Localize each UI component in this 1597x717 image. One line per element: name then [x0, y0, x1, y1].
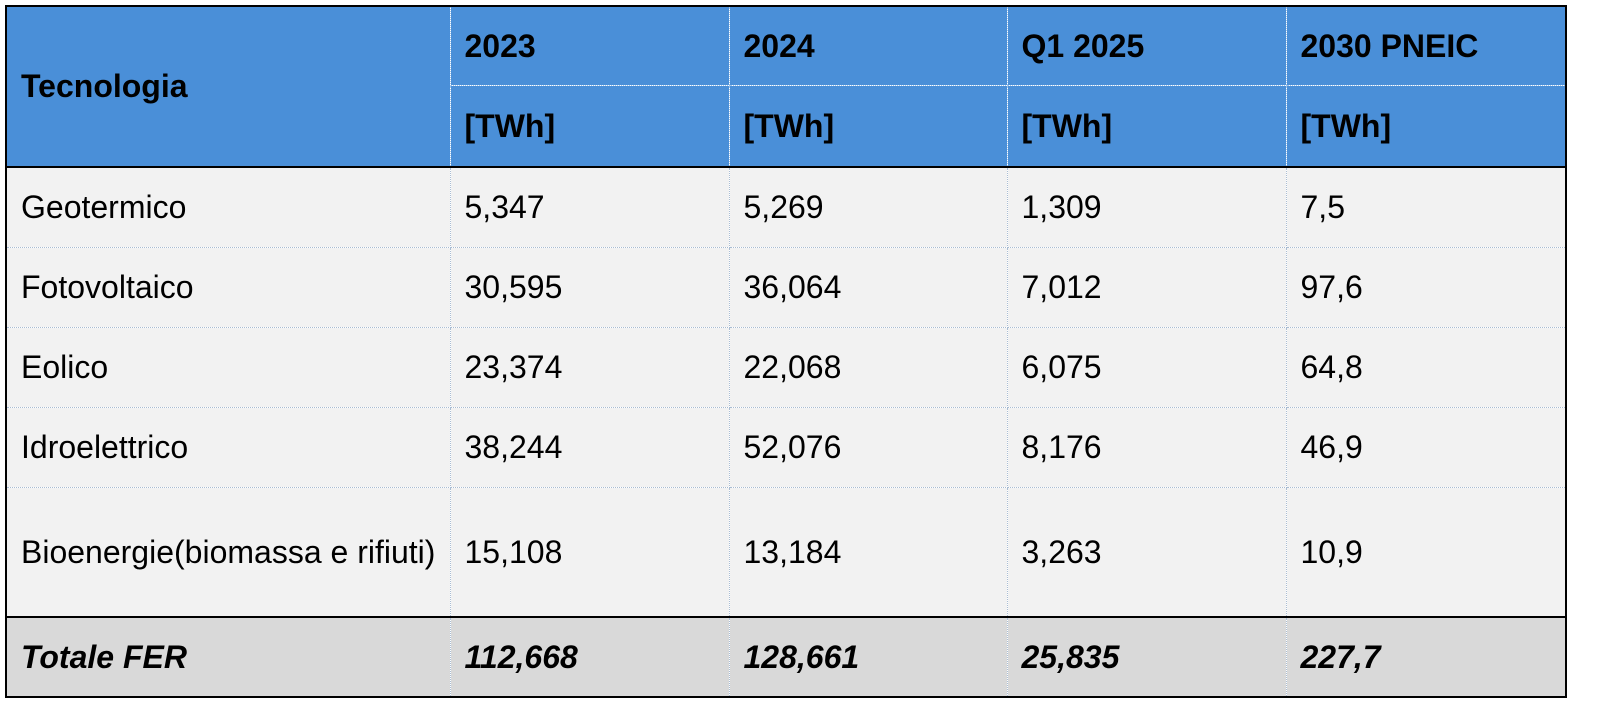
value-cell: 15,108: [449, 487, 730, 618]
technology-name: Eolico: [5, 327, 451, 408]
data-row: Geotermico 5,347 5,269 1,309 7,5: [5, 166, 1567, 248]
value-cell: 7,012: [1006, 247, 1287, 328]
value-cell: 38,244: [449, 407, 730, 488]
value-cell: 46,9: [1285, 407, 1567, 488]
value-cell: 7,5: [1285, 166, 1567, 248]
data-row: Fotovoltaico 30,595 36,064 7,012 97,6: [5, 247, 1567, 328]
value-cell: 64,8: [1285, 327, 1567, 408]
value-cell: 13,184: [728, 487, 1008, 618]
value-cell: 3,263: [1006, 487, 1287, 618]
value-cell: 1,309: [1006, 166, 1287, 248]
total-label: Totale FER: [5, 617, 450, 697]
value-cell: 22,068: [728, 327, 1008, 408]
total-value: 25,835: [1006, 617, 1286, 697]
header-unit: [TWh]: [1006, 85, 1286, 168]
value-cell: 52,076: [728, 407, 1008, 488]
header-cell-year: 2030 PNEIC: [1285, 6, 1566, 86]
value-cell: 5,269: [728, 166, 1008, 248]
technology-name: Bioenergie(biomassa e rifiuti): [5, 487, 451, 618]
header-unit: [TWh]: [728, 85, 1007, 168]
total-value: 128,661: [728, 617, 1007, 697]
data-row: Eolico 23,374 22,068 6,075 64,8: [5, 327, 1567, 408]
total-value: 112,668: [449, 617, 729, 697]
header-cell-year: 2024: [728, 6, 1007, 86]
header-unit: [TWh]: [449, 85, 729, 168]
total-row: Totale FER 112,668 128,661 25,835 227,7: [5, 617, 1566, 697]
data-table: Tecnologia 2023 2024 Q1 2025 2030 PNEIC [TWh]…: [5, 5, 1567, 698]
header-cell-technology: Tecnologia: [6, 6, 450, 168]
value-cell: 8,176: [1006, 407, 1287, 488]
value-cell: 30,595: [449, 247, 730, 328]
technology-name: Fotovoltaico: [5, 247, 451, 328]
value-cell: 10,9: [1285, 487, 1567, 618]
data-row: Bioenergie(biomassa e rifiuti) 15,108 13,1…: [5, 487, 1567, 618]
value-cell: 97,6: [1285, 247, 1567, 328]
header-cell-year: 2023: [449, 6, 729, 86]
value-cell: 6,075: [1006, 327, 1287, 408]
header-cell-year: Q1 2025: [1006, 6, 1286, 86]
header-unit-row: [TWh] [TWh] [TWh] [TWh]: [6, 85, 1566, 168]
header-unit: [TWh]: [1285, 85, 1566, 168]
header-row: Tecnologia 2023 2024 Q1 2025 2030 PNEIC: [6, 6, 1566, 168]
value-cell: 5,347: [449, 166, 730, 248]
value-cell: 23,374: [449, 327, 730, 408]
data-row: Idroelettrico 38,244 52,076 8,176 46,9: [5, 407, 1567, 488]
technology-name: Idroelettrico: [5, 407, 451, 488]
value-cell: 36,064: [728, 247, 1008, 328]
table-body: Tecnologia 2023 2024 Q1 2025 2030 PNEIC [TWh]…: [5, 6, 1567, 697]
total-value: 227,7: [1285, 617, 1566, 697]
technology-name: Geotermico: [5, 166, 451, 248]
